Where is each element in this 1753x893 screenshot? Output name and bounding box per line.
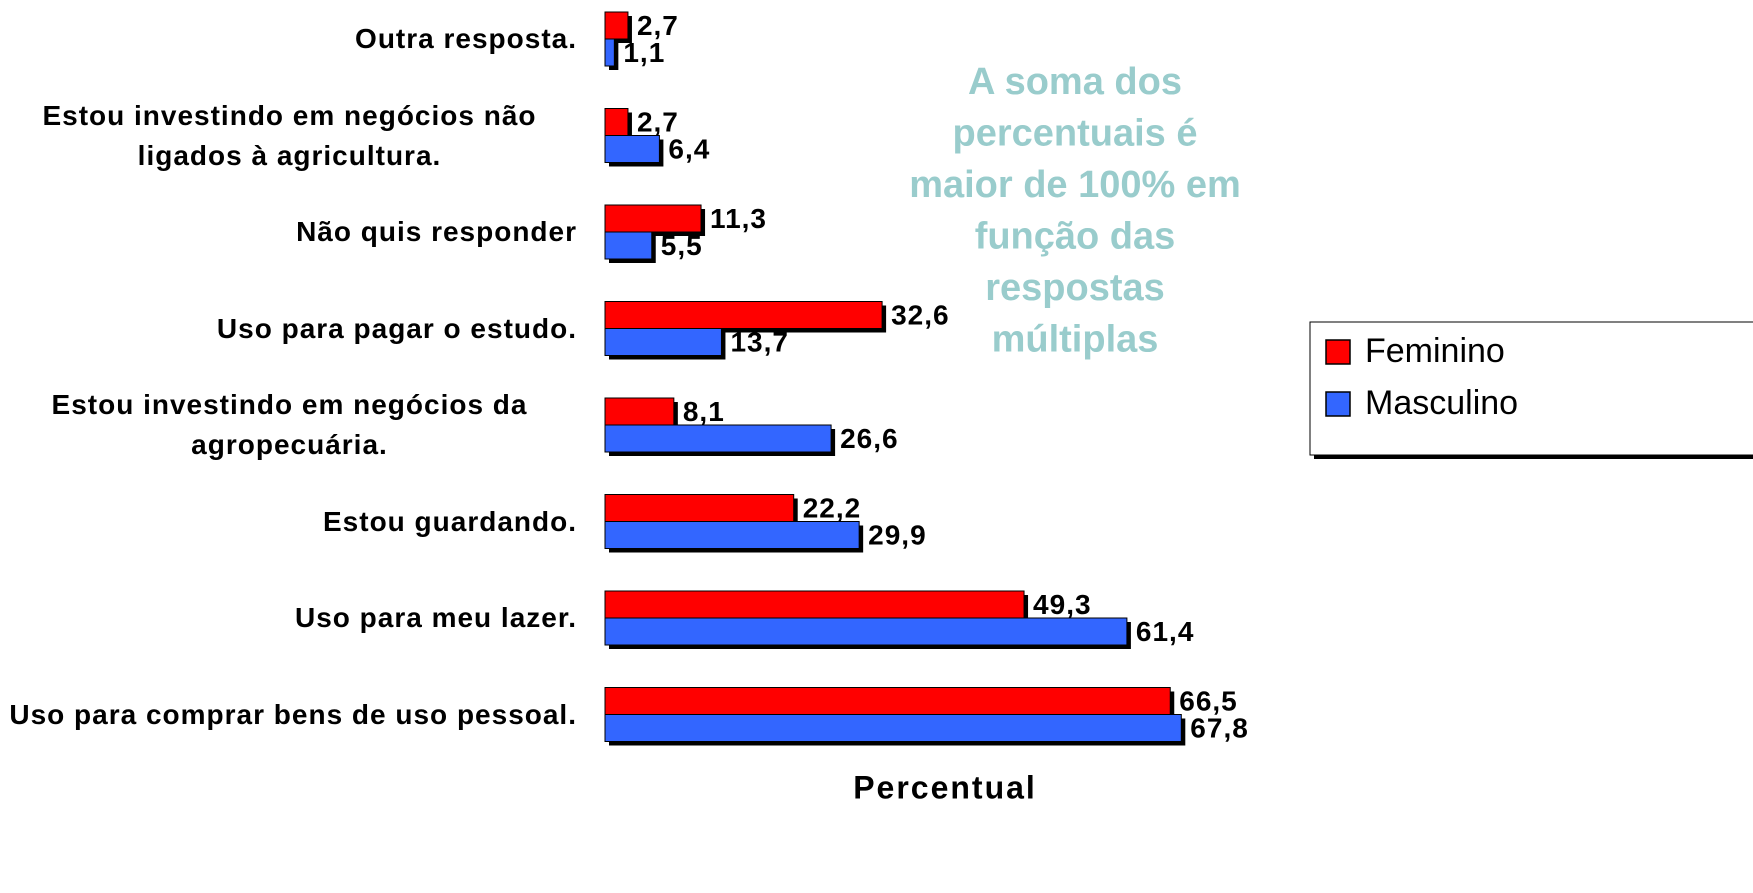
value-label: 5,5 [661,230,703,261]
category-text: Não quis responder [296,216,577,247]
value-label: 13,7 [730,326,789,357]
bar [604,714,1182,742]
bar [604,38,615,67]
category-label: Estou guardando. [0,502,577,542]
bar [604,617,1128,646]
category-text: Uso para comprar bens de uso pessoal. [9,698,577,730]
annotation: respostas [985,267,1165,309]
value-label: 26,6 [840,423,899,454]
category-label: Uso para meu lazer. [0,598,577,638]
value-label: 49,3 [1033,589,1092,620]
category-label: Outra resposta. [0,19,577,59]
annotation: função das [975,216,1176,258]
annotation: percentuais é [953,113,1198,155]
value-label: 1,1 [623,37,665,68]
value-label: 61,4 [1136,616,1195,647]
legend-label: Masculino [1365,384,1518,422]
annotation: A soma dos [968,61,1182,103]
value-label: 11,3 [710,203,767,234]
bar [604,108,629,136]
legend-swatch [1325,339,1351,365]
category-label: Estou investindo em negócios não ligados… [0,96,577,176]
category-label: Não quis responder [0,212,577,252]
bar [604,135,660,163]
category-label: Uso para comprar bens de uso pessoal. [0,695,577,735]
bar [604,687,1171,715]
category-text: Uso para pagar o estudo. [216,312,577,344]
annotation: múltiplas [992,319,1159,361]
annotation: maior de 100% em [909,164,1241,206]
value-label: 22,2 [803,492,862,523]
bar [604,11,629,40]
value-label: 2,7 [637,106,679,137]
bar [604,231,653,260]
category-text: Estou investindo em negócios da agropecu… [51,389,528,460]
x-axis-label: Percentual [853,769,1037,805]
bar [604,494,795,522]
bar [604,301,883,329]
value-label: 66,5 [1179,685,1238,716]
value-label: 67,8 [1190,712,1249,743]
value-label: 2,7 [637,10,679,41]
category-text: Estou investindo em negócios não ligados… [42,99,537,171]
bar [604,521,860,549]
category-text: Estou guardando. [323,505,577,537]
legend [1309,321,1753,456]
value-label: 6,4 [668,133,710,164]
category-text: Uso para meu lazer. [294,602,577,633]
bar [604,590,1025,619]
value-label: 29,9 [868,519,927,550]
bar [604,204,702,233]
legend-swatch [1325,391,1351,417]
category-text: Outra resposta. [355,23,577,54]
bar [604,424,832,453]
legend-label: Feminino [1365,332,1505,370]
value-label: 8,1 [683,396,725,427]
bar [604,328,722,356]
category-label: Uso para pagar o estudo. [0,309,577,349]
category-label: Estou investindo em negócios da agropecu… [0,385,577,465]
value-label: 32,6 [891,299,950,330]
bar [604,397,675,426]
